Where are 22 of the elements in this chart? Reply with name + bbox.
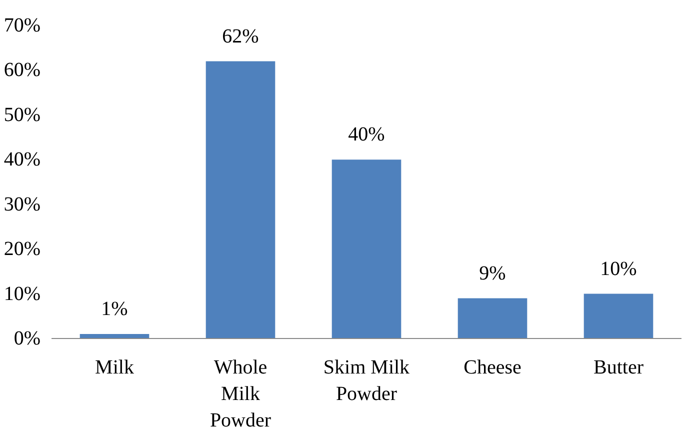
- y-tick-label: 30%: [4, 193, 41, 216]
- y-tick-label: 10%: [4, 282, 41, 305]
- x-tick-label: Cheese: [464, 356, 522, 378]
- bar: [206, 61, 276, 338]
- x-tick-label: Skim Milk Powder: [323, 356, 410, 405]
- y-tick-label: 60%: [4, 59, 41, 82]
- x-tick-label: Whole Milk Powder: [210, 356, 272, 432]
- y-tick-label: 70%: [4, 14, 41, 36]
- y-tick-label: 40%: [4, 148, 41, 171]
- y-tick-label: 50%: [4, 104, 41, 126]
- bar: [458, 298, 528, 338]
- x-tick-label: Milk: [95, 356, 134, 378]
- bar: [584, 294, 654, 338]
- y-tick-label: 0%: [14, 328, 41, 350]
- data-label: 9%: [479, 262, 506, 284]
- data-label: 62%: [222, 25, 259, 48]
- y-tick-label: 20%: [4, 238, 41, 260]
- data-label: 1%: [101, 298, 128, 320]
- data-label: 40%: [348, 124, 385, 146]
- data-label: 10%: [600, 258, 637, 280]
- x-tick-label: Butter: [594, 356, 644, 378]
- bar: [332, 160, 402, 338]
